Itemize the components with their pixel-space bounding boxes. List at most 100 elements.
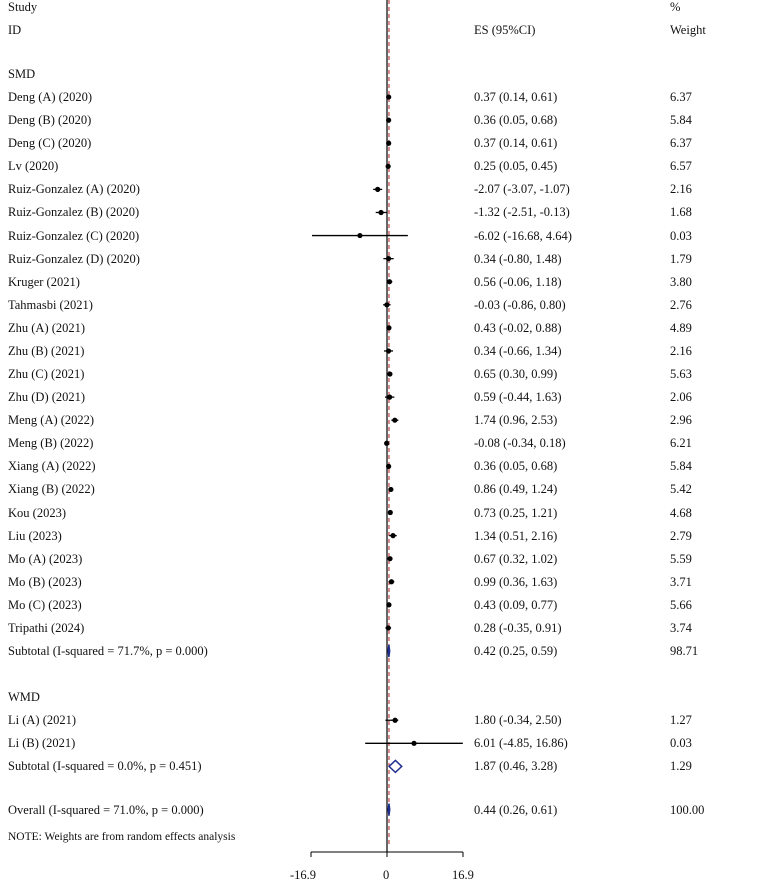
study-weight: 2.96 <box>670 413 692 428</box>
point-estimate <box>386 602 392 608</box>
study-weight: 6.37 <box>670 136 692 151</box>
subtotal-es-ci: 1.87 (0.46, 3.28) <box>474 759 558 774</box>
study-name: Kou (2023) <box>8 505 66 520</box>
study-name: Tripathi (2024) <box>8 620 85 635</box>
study-weight: 6.21 <box>670 436 692 451</box>
study-name: Deng (B) (2020) <box>8 113 92 128</box>
study-es-ci: 0.34 (-0.66, 1.34) <box>474 343 562 358</box>
study-name: Zhu (D) (2021) <box>8 390 86 405</box>
point-estimate <box>386 279 393 285</box>
study-es-ci: 0.99 (0.36, 1.63) <box>474 574 558 589</box>
study-weight: 4.68 <box>670 505 692 520</box>
point-estimate <box>384 302 390 308</box>
study-es-ci: 0.67 (0.32, 1.02) <box>474 551 558 566</box>
study-name: Xiang (B) (2022) <box>8 482 95 497</box>
subtotal-diamond <box>387 759 403 774</box>
study-es-ci: 0.73 (0.25, 1.21) <box>474 505 558 520</box>
study-weight: 4.89 <box>670 320 692 335</box>
study-name: Lv (2020) <box>8 159 59 174</box>
subtotal-es-ci: 0.42 (0.25, 0.59) <box>474 644 558 658</box>
study-weight: 6.37 <box>670 90 692 105</box>
point-estimate <box>386 117 392 123</box>
study-name: Li (A) (2021) <box>8 713 77 728</box>
study-weight: 1.27 <box>670 713 692 728</box>
header-id: ID <box>8 23 22 37</box>
point-estimate <box>385 625 391 631</box>
point-estimate <box>386 94 392 100</box>
study-weight: 2.16 <box>670 182 692 197</box>
study-name: Deng (A) (2020) <box>8 90 93 105</box>
point-estimate <box>387 371 393 377</box>
study-es-ci: -0.08 (-0.34, 0.18) <box>474 436 566 451</box>
study-name: Mo (C) (2023) <box>8 597 82 612</box>
point-estimate <box>387 509 393 516</box>
subtotal-label: Subtotal (I-squared = 71.7%, p = 0.000) <box>8 644 208 658</box>
study-es-ci: 6.01 (-4.85, 16.86) <box>474 736 568 751</box>
study-es-ci: 0.65 (0.30, 0.99) <box>474 367 558 382</box>
study-es-ci: 1.80 (-0.34, 2.50) <box>474 713 562 728</box>
study-es-ci: 1.74 (0.96, 2.53) <box>474 413 558 428</box>
point-estimate <box>411 740 417 746</box>
point-estimate <box>385 348 392 354</box>
overall-label: Overall (I-squared = 71.0%, p = 0.000) <box>8 802 204 817</box>
study-es-ci: -1.32 (-2.51, -0.13) <box>474 205 570 220</box>
study-name: Liu (2023) <box>8 528 62 543</box>
study-name: Ruiz-Gonzalez (C) (2020) <box>8 228 140 243</box>
axis-tick-label-max: 16.9 <box>452 868 474 882</box>
study-weight: 2.16 <box>670 343 692 358</box>
study-name: Xiang (A) (2022) <box>8 459 96 474</box>
study-weight: 2.79 <box>670 528 692 543</box>
study-name: Ruiz-Gonzalez (B) (2020) <box>8 205 140 220</box>
study-weight: 5.84 <box>670 113 692 128</box>
study-name: Mo (B) (2023) <box>8 574 82 589</box>
study-name: Mo (A) (2023) <box>8 551 83 566</box>
point-estimate <box>387 556 393 562</box>
study-es-ci: -2.07 (-3.07, -1.07) <box>474 182 570 197</box>
study-es-ci: 0.36 (0.05, 0.68) <box>474 113 558 128</box>
point-estimate <box>384 440 390 446</box>
study-es-ci: 0.37 (0.14, 0.61) <box>474 90 558 105</box>
point-estimate <box>386 463 392 469</box>
note-text: NOTE: Weights are from random effects an… <box>8 831 236 843</box>
study-name: Kruger (2021) <box>8 274 80 289</box>
study-name: Ruiz-Gonzalez (D) (2020) <box>8 251 140 266</box>
subtotal-weight: 1.29 <box>670 759 692 774</box>
axis-tick-label-zero: 0 <box>383 868 390 882</box>
point-estimate <box>388 579 395 585</box>
study-name: Li (B) (2021) <box>8 736 76 751</box>
study-weight: 5.63 <box>670 367 692 382</box>
header-percent: % <box>670 0 681 14</box>
study-es-ci: 0.37 (0.14, 0.61) <box>474 136 558 151</box>
study-name: Tahmasbi (2021) <box>8 297 93 312</box>
study-es-ci: 0.86 (0.49, 1.24) <box>474 482 558 497</box>
study-weight: 5.84 <box>670 459 692 474</box>
study-es-ci: 0.34 (-0.80, 1.48) <box>474 251 562 266</box>
study-weight: 3.71 <box>670 574 692 589</box>
point-estimate <box>388 486 394 493</box>
study-weight: 1.79 <box>670 251 692 266</box>
overall-diamond <box>387 803 391 816</box>
study-name: Zhu (C) (2021) <box>8 367 85 382</box>
axis-tick-label-min: -16.9 <box>290 868 317 882</box>
study-weight: 2.06 <box>670 390 692 405</box>
group-label: WMD <box>8 690 40 705</box>
subtotal-label: Subtotal (I-squared = 0.0%, p = 0.451) <box>8 759 202 774</box>
study-name: Ruiz-Gonzalez (A) (2020) <box>8 182 140 197</box>
point-estimate <box>392 417 398 423</box>
study-weight: 5.59 <box>670 551 692 566</box>
header-study: Study <box>8 0 38 14</box>
study-es-ci: 0.36 (0.05, 0.68) <box>474 459 558 474</box>
study-weight: 5.66 <box>670 597 692 612</box>
study-name: Meng (B) (2022) <box>8 436 94 451</box>
study-es-ci: 0.25 (0.05, 0.45) <box>474 159 558 174</box>
study-es-ci: 0.43 (0.09, 0.77) <box>474 597 558 612</box>
point-estimate <box>375 186 381 192</box>
overall-es-ci: 0.44 (0.26, 0.61) <box>474 802 558 817</box>
study-weight: 0.03 <box>670 736 692 751</box>
study-es-ci: 0.28 (-0.35, 0.91) <box>474 620 562 635</box>
subtotal-weight: 98.71 <box>670 644 699 658</box>
point-estimate <box>357 232 363 239</box>
point-estimate <box>386 140 392 146</box>
study-es-ci: 0.56 (-0.06, 1.18) <box>474 274 562 289</box>
